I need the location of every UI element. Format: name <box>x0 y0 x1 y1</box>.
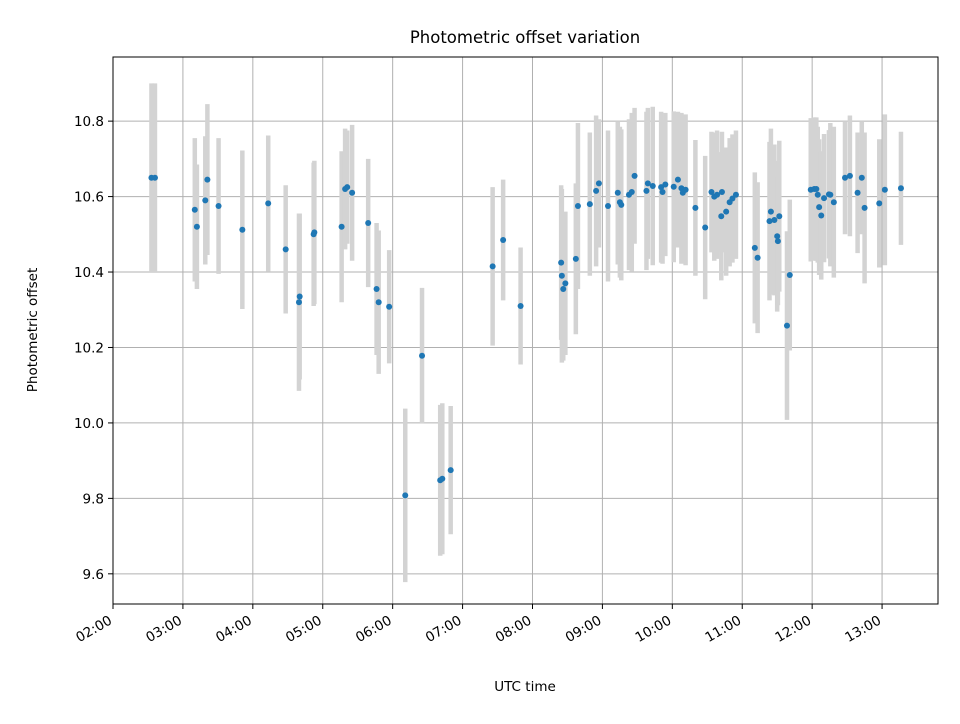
data-point <box>204 176 211 183</box>
data-point <box>349 189 356 196</box>
data-point <box>296 293 303 300</box>
y-tick-label: 10.6 <box>74 190 104 206</box>
data-point <box>489 263 496 270</box>
data-point <box>338 223 345 230</box>
data-point <box>282 246 289 253</box>
data-point <box>858 174 865 181</box>
data-point <box>754 254 761 261</box>
data-point <box>644 180 651 187</box>
y-tick-label: 10.2 <box>74 340 104 356</box>
data-point <box>854 189 861 196</box>
data-point <box>365 219 372 226</box>
x-axis-label: UTC time <box>494 679 556 695</box>
data-point <box>842 174 849 181</box>
y-tick-label: 10.4 <box>74 265 104 281</box>
data-point <box>344 184 351 191</box>
y-axis-ticks: 9.6 9.8 10.0 10.2 10.4 10.6 10.8 <box>74 114 113 583</box>
data-point <box>375 299 382 306</box>
data-point <box>729 195 736 202</box>
data-point <box>265 200 272 207</box>
plot-frame <box>112 56 939 605</box>
y-tick-label: 9.6 <box>83 567 104 583</box>
data-point <box>574 203 581 210</box>
chart-title: Photometric offset variation <box>410 28 640 47</box>
data-point <box>373 286 380 293</box>
data-point <box>618 201 625 208</box>
data-point <box>818 212 825 219</box>
data-point <box>628 189 635 196</box>
data-point <box>897 185 904 192</box>
data-point <box>751 244 758 251</box>
data-point <box>861 204 868 211</box>
data-point <box>876 200 883 207</box>
data-point <box>562 280 569 287</box>
data-point <box>783 322 790 329</box>
data-point <box>814 191 821 198</box>
data-point <box>239 226 246 233</box>
data-point <box>674 176 681 183</box>
y-tick-label: 10.8 <box>74 114 104 130</box>
data-point <box>517 302 524 309</box>
data-point <box>732 191 739 198</box>
data-point <box>708 189 715 196</box>
data-point <box>767 208 774 215</box>
data-point <box>643 187 650 194</box>
data-point <box>881 186 888 193</box>
data-point <box>295 299 302 306</box>
data-point <box>151 174 158 181</box>
data-point <box>718 213 725 220</box>
data-point <box>614 189 621 196</box>
data-point <box>595 180 602 187</box>
data-point <box>813 186 820 193</box>
data-point <box>402 492 409 499</box>
data-point <box>786 272 793 279</box>
data-point <box>605 203 611 210</box>
data-point <box>771 216 778 223</box>
data-point <box>830 199 837 206</box>
data-point <box>776 213 783 220</box>
data-point <box>558 259 565 266</box>
data-point <box>593 187 600 194</box>
data-point <box>560 286 567 293</box>
data-point <box>419 352 426 359</box>
data-point <box>572 255 579 262</box>
data-point <box>193 223 200 230</box>
data-point <box>659 189 666 196</box>
data-point <box>631 172 638 179</box>
data-point <box>723 208 730 215</box>
data-point <box>670 183 677 190</box>
data-point <box>558 272 565 279</box>
data-point <box>215 203 222 210</box>
data-point <box>649 183 656 190</box>
data-point <box>662 181 669 188</box>
data-point <box>774 238 781 245</box>
data-point <box>821 195 828 202</box>
data-point <box>386 303 393 310</box>
data-point <box>692 204 699 211</box>
data-point <box>500 236 507 243</box>
data-points <box>148 172 904 499</box>
data-point <box>439 475 446 482</box>
data-point <box>447 467 454 474</box>
data-point <box>311 229 318 236</box>
data-point <box>586 201 593 208</box>
data-point <box>702 224 709 231</box>
y-tick-label: 10.0 <box>74 416 104 432</box>
data-point <box>714 191 721 198</box>
data-point <box>774 233 781 240</box>
data-point <box>682 186 689 193</box>
data-point <box>191 206 198 213</box>
y-tick-label: 9.8 <box>83 491 104 507</box>
y-axis-label: Photometric offset <box>25 268 41 392</box>
data-point <box>846 172 853 179</box>
data-point <box>827 191 834 198</box>
data-point <box>816 204 823 211</box>
data-point <box>766 218 773 225</box>
data-point <box>718 189 725 196</box>
data-point <box>202 197 209 204</box>
